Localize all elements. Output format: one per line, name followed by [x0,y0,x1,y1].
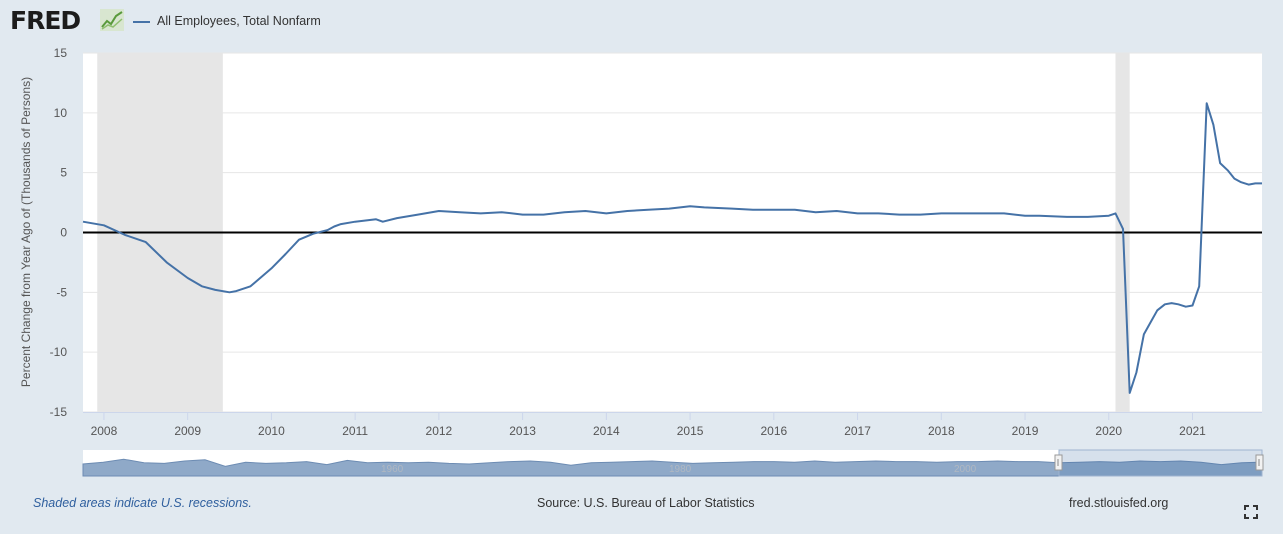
x-tick-label: 2012 [426,424,453,438]
fullscreen-icon[interactable] [1244,505,1258,519]
x-tick-label: 2018 [928,424,955,438]
x-tick-label: 2020 [1095,424,1122,438]
navigator-selection[interactable] [1058,449,1263,477]
y-axis-label: Percent Change from Year Ago of (Thousan… [19,77,33,387]
y-tick-label: 5 [60,166,67,180]
navigator-handle-right[interactable] [1255,454,1264,471]
x-tick-label: 2019 [1012,424,1039,438]
navigator[interactable]: 1960 1980 2000 [82,449,1264,477]
x-tick-label: 2008 [91,424,118,438]
y-tick-label: 15 [54,46,68,60]
series-line[interactable] [82,102,1262,394]
x-tick-label: 2021 [1179,424,1206,438]
y-tick-label: 0 [60,226,67,240]
x-tick-label: 2016 [760,424,787,438]
y-tick-label: -5 [56,285,67,299]
site-link[interactable]: fred.stlouisfed.org [1069,496,1169,510]
x-tick-label: 2015 [677,424,704,438]
y-tick-label: -10 [50,345,68,359]
legend-swatch [133,21,150,23]
header: FRED All Employees, Total Nonfarm [0,0,1283,44]
y-tick-label: 10 [54,106,68,120]
x-tick-label: 2013 [509,424,536,438]
fred-graph-icon [100,9,124,31]
chart[interactable]: -15 -10 -5 0 5 10 15 2008 2009 2010 2011 2012 2013 20… [0,44,1283,484]
x-tick-label: 2011 [342,424,368,438]
fred-logo[interactable]: FRED [10,6,81,35]
navigator-label: 2000 [954,464,977,475]
navigator-area [82,458,1263,477]
navigator-label: 1960 [381,464,404,475]
x-tick-label: 2009 [174,424,201,438]
legend-label: All Employees, Total Nonfarm [157,14,321,28]
navigator-handle-left[interactable] [1054,454,1063,471]
recession-note: Shaded areas indicate U.S. recessions. [33,496,252,510]
x-tick-label: 2017 [844,424,871,438]
x-tick-label: 2014 [593,424,620,438]
x-tick-label: 2010 [258,424,285,438]
navigator-label: 1980 [669,464,692,475]
y-tick-label: -15 [50,405,68,419]
source-text: Source: U.S. Bureau of Labor Statistics [537,496,755,510]
